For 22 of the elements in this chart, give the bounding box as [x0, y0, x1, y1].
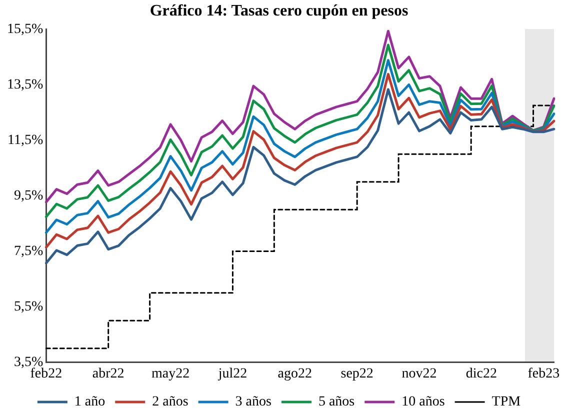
chart-title: Gráfico 14: Tasas cero cupón en pesos — [150, 2, 408, 20]
y-tick-label: 7,5% — [14, 244, 44, 259]
x-tick-label: abr22 — [92, 366, 124, 382]
legend-label: 2 años — [152, 394, 188, 410]
x-tick-label: ago22 — [278, 366, 312, 382]
legend-label: TPM — [492, 394, 522, 410]
x-tick-label: feb22 — [30, 366, 62, 382]
y-tick-label: 5,5% — [14, 299, 44, 314]
x-tick-label: jul22 — [217, 366, 248, 382]
x-tick-label: may22 — [151, 366, 190, 382]
legend-label: 3 años — [235, 394, 272, 410]
x-tick-label: sep22 — [340, 366, 374, 382]
legend-label: 10 años — [402, 394, 445, 410]
y-tick-label: 9,5% — [14, 188, 44, 204]
y-tick-label: 15,5% — [6, 22, 44, 37]
x-tick-label: nov22 — [402, 366, 437, 382]
legend-label: 5 años — [318, 394, 355, 410]
x-tick-label: feb23 — [528, 366, 560, 382]
y-tick-label: 11,5% — [8, 132, 44, 148]
legend-label: 1 año — [74, 394, 106, 410]
x-tick-label: dic22 — [466, 366, 498, 382]
y-tick-label: 13,5% — [6, 77, 44, 92]
